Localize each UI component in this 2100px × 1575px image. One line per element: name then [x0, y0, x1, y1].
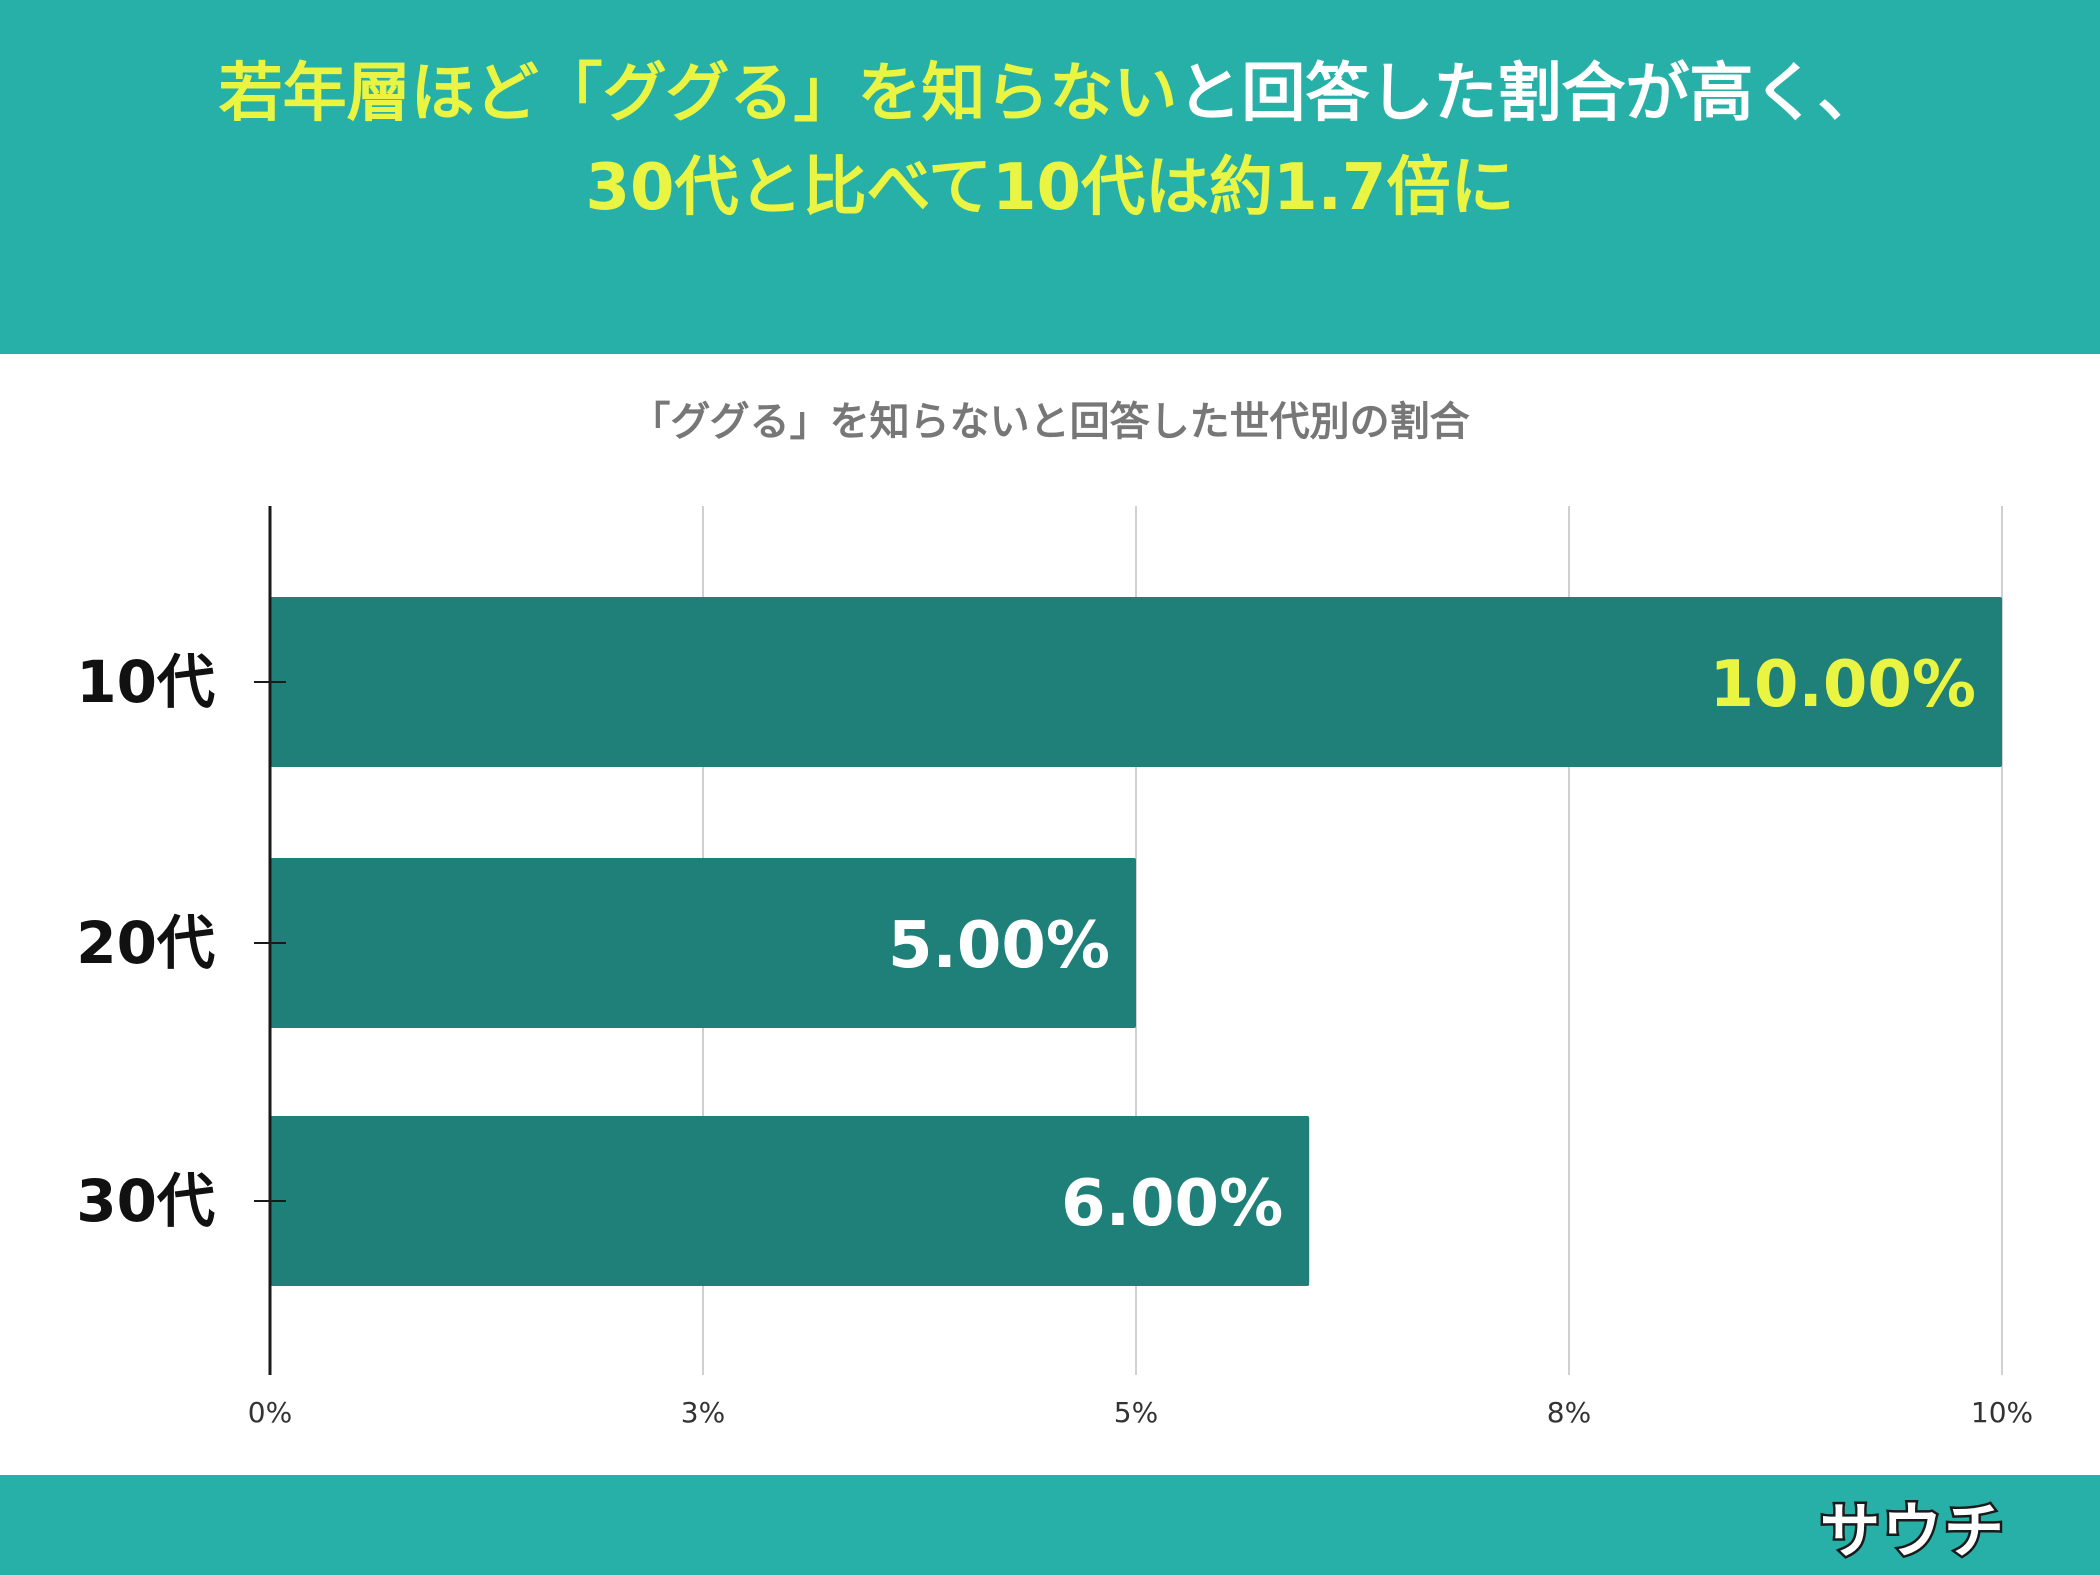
x-tick-label-1: 3% [681, 1396, 725, 1429]
data-label-1: 5.00% [888, 909, 1110, 983]
bar-chart: 0% 3% 5% 8% 10% 10代 10.00% 20代 5.00% 30代 6.00% [76, 506, 2033, 1429]
headline-line-1: 若年層ほど「ググる」を知らないと回答した割合が高く、 [219, 54, 1882, 134]
x-tick-label-0: 0% [248, 1396, 292, 1429]
header-banner [0, 0, 2100, 354]
x-tick-label-2: 5% [1114, 1396, 1158, 1429]
x-tick-label-4: 10% [1971, 1396, 2033, 1429]
headline-highlight: 若年層ほど「ググる」を知らない [218, 57, 1178, 131]
data-label-0: 10.00% [1709, 648, 1976, 722]
category-label-2: 30代 [76, 1167, 215, 1235]
bar-1 [270, 858, 1136, 1028]
data-label-2: 6.00% [1061, 1167, 1283, 1241]
headline-rest: と回答した割合が高く、 [1177, 57, 1882, 131]
brand-logo-text: サウチ [1818, 1494, 2007, 1569]
x-tick-label-3: 8% [1547, 1396, 1591, 1429]
headline-line-2: 30代と比べて10代は約1.7倍に [585, 151, 1515, 225]
bar-0 [270, 597, 2002, 767]
footer-banner [0, 1475, 2100, 1575]
brand-logo: サウチ [1782, 1483, 2044, 1569]
chart-title: 「ググる」を知らないと回答した世代別の割合 [630, 399, 1470, 445]
headline: 若年層ほど「ググる」を知らないと回答した割合が高く、 30代と比べて10代は約1… [0, 0, 2100, 318]
bar-2 [270, 1116, 1310, 1286]
category-label-0: 10代 [76, 648, 215, 716]
category-label-1: 20代 [76, 909, 215, 977]
